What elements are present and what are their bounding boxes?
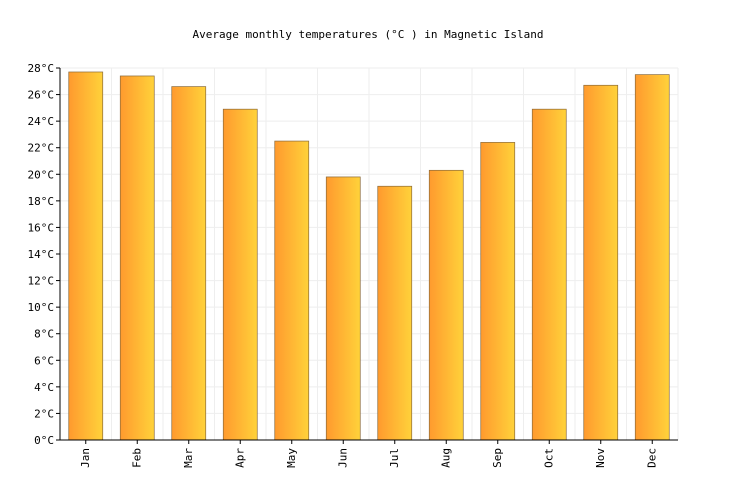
bar-dec [634,74,670,441]
y-tick-label: 12°C [28,275,55,288]
bar-feb [119,75,155,441]
y-tick-label: 8°C [34,328,54,341]
y-tick-label: 4°C [34,381,54,394]
bar-oct [531,108,567,441]
y-tick-label: 20°C [28,168,55,181]
y-tick-label: 6°C [34,354,54,367]
x-tick-label: Jan [79,448,92,468]
y-tick-label: 28°C [28,62,55,75]
x-tick-label: Jun [336,448,349,468]
x-tick-label: Sep [491,448,504,468]
bar-mar [171,86,207,441]
x-tick-label: Jul [388,448,401,468]
bar-sep [480,142,516,441]
x-tick-label: Nov [594,448,607,468]
x-tick-label: Mar [182,448,195,468]
y-tick-label: 0°C [34,434,54,447]
chart-title: Average monthly temperatures (°C ) in Ma… [193,28,544,41]
y-tick-label: 16°C [28,221,55,234]
bar-may [274,140,310,441]
x-axis-ticks: Jan Feb Mar Apr May Jun Jul Aug Sep Oct Nov Dec [79,440,658,468]
y-tick-label: 2°C [34,407,54,420]
x-tick-label: Aug [439,448,452,468]
y-tick-label: 24°C [28,115,55,128]
x-tick-label: Apr [233,448,246,468]
gridlines [59,67,679,441]
x-tick-label: Oct [542,448,555,468]
x-tick-label: Feb [130,448,143,468]
bar-jan [68,71,104,441]
bars [68,71,670,441]
y-tick-label: 10°C [28,301,55,314]
bar-jul [377,185,413,441]
bar-nov [583,84,619,441]
y-tick-label: 26°C [28,89,55,102]
y-tick-label: 14°C [28,248,55,261]
x-tick-label: May [285,448,298,468]
bar-jun [325,176,361,441]
y-tick-label: 22°C [28,142,55,155]
bar-aug [428,169,464,441]
x-tick-label: Dec [645,448,658,468]
bar-apr [222,108,258,441]
y-axis-ticks: 0°C 2°C 4°C 6°C 8°C 10°C 12°C 14°C 16°C 18°C 20°C 2… [28,62,60,447]
y-tick-label: 18°C [28,195,55,208]
